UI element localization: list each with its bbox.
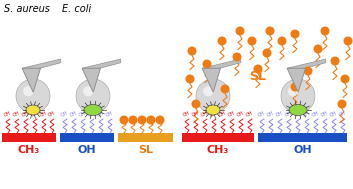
Circle shape	[263, 49, 271, 57]
Text: E. coli: E. coli	[62, 4, 91, 14]
Circle shape	[247, 36, 257, 46]
Circle shape	[187, 46, 197, 56]
Circle shape	[343, 36, 353, 46]
Text: OH: OH	[106, 110, 114, 118]
Text: OH: OH	[321, 110, 329, 118]
Circle shape	[128, 115, 138, 125]
Text: OH: OH	[339, 110, 347, 118]
Text: OH: OH	[237, 110, 245, 118]
Circle shape	[156, 115, 164, 125]
Text: OH: OH	[61, 110, 70, 118]
Circle shape	[288, 86, 298, 96]
Circle shape	[196, 79, 230, 113]
Text: OH: OH	[219, 110, 227, 118]
Circle shape	[23, 86, 33, 96]
Ellipse shape	[84, 105, 102, 115]
Text: OH: OH	[267, 110, 275, 118]
Text: OH: OH	[96, 110, 106, 118]
Circle shape	[304, 67, 312, 75]
Polygon shape	[82, 59, 121, 72]
Bar	[258, 133, 347, 142]
Polygon shape	[287, 59, 326, 72]
Text: OH: OH	[79, 110, 88, 118]
Text: OH: OH	[183, 110, 191, 118]
Polygon shape	[22, 59, 61, 72]
Polygon shape	[202, 59, 241, 72]
Polygon shape	[287, 68, 305, 92]
Text: S. aureus: S. aureus	[4, 4, 50, 14]
Circle shape	[138, 115, 146, 125]
Text: OH: OH	[258, 110, 267, 118]
Text: OH: OH	[210, 110, 219, 118]
Polygon shape	[22, 68, 41, 92]
Circle shape	[281, 79, 315, 113]
Text: SL: SL	[138, 145, 153, 155]
Circle shape	[330, 57, 340, 66]
Text: SL: SL	[250, 70, 267, 84]
Circle shape	[221, 84, 229, 94]
Text: OH: OH	[192, 110, 201, 118]
Polygon shape	[202, 68, 221, 92]
Circle shape	[146, 115, 156, 125]
Text: OH: OH	[48, 110, 56, 118]
Circle shape	[120, 115, 128, 125]
Circle shape	[277, 36, 287, 46]
Circle shape	[235, 26, 245, 36]
Bar	[182, 133, 254, 142]
Text: OH: OH	[88, 110, 96, 118]
Ellipse shape	[206, 105, 220, 115]
Circle shape	[185, 74, 195, 84]
Text: OH: OH	[31, 110, 40, 118]
Text: OH: OH	[4, 110, 12, 118]
Text: OH: OH	[40, 110, 48, 118]
Text: CH₃: CH₃	[207, 145, 229, 155]
Ellipse shape	[289, 105, 307, 115]
Text: OH: OH	[293, 145, 312, 155]
Text: OH: OH	[246, 110, 255, 118]
Polygon shape	[82, 68, 101, 92]
Circle shape	[217, 36, 227, 46]
Text: OH: OH	[78, 145, 96, 155]
Circle shape	[265, 26, 275, 36]
Circle shape	[83, 86, 93, 96]
Text: CH₃: CH₃	[18, 145, 40, 155]
Text: OH: OH	[312, 110, 321, 118]
Circle shape	[253, 64, 263, 74]
Bar	[118, 133, 173, 142]
Text: OH: OH	[228, 110, 237, 118]
Circle shape	[191, 99, 201, 108]
Bar	[2, 133, 56, 142]
Circle shape	[16, 79, 50, 113]
Ellipse shape	[26, 105, 40, 115]
Circle shape	[203, 60, 211, 68]
Circle shape	[313, 44, 323, 53]
Text: OH: OH	[201, 110, 209, 118]
Circle shape	[203, 86, 213, 96]
Circle shape	[233, 53, 241, 61]
Circle shape	[341, 74, 349, 84]
Circle shape	[76, 79, 110, 113]
Circle shape	[291, 29, 299, 39]
Text: OH: OH	[70, 110, 78, 118]
Text: OH: OH	[13, 110, 22, 118]
Text: OH: OH	[22, 110, 30, 118]
Circle shape	[291, 83, 299, 91]
Text: OH: OH	[303, 110, 311, 118]
Circle shape	[321, 26, 329, 36]
Bar	[60, 133, 114, 142]
Text: OH: OH	[294, 110, 303, 118]
Text: OH: OH	[285, 110, 293, 118]
Text: OH: OH	[330, 110, 339, 118]
Text: OH: OH	[276, 110, 285, 118]
Circle shape	[337, 99, 347, 108]
